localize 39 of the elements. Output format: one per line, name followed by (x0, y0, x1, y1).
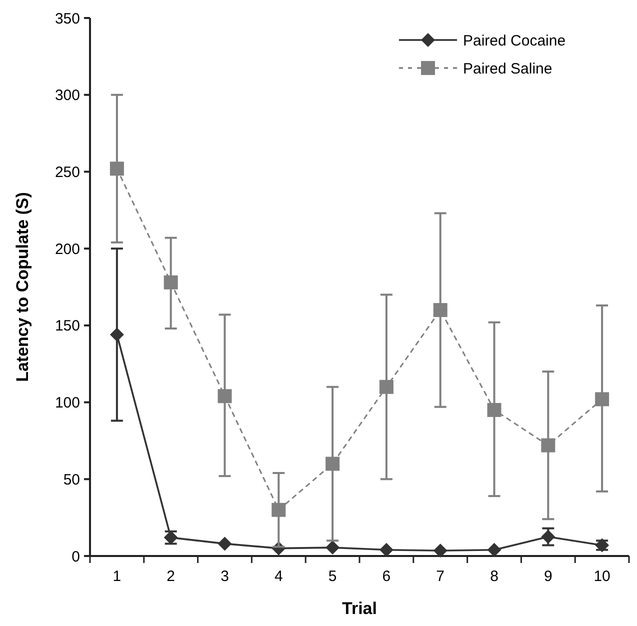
point (272, 502, 286, 517)
x-tick-label: 9 (544, 568, 552, 585)
y-axis-title: Latency to Copulate (S) (13, 192, 32, 382)
x-axis-title: Trial (342, 599, 377, 618)
point (218, 536, 232, 551)
x-tick-label: 1 (112, 568, 122, 585)
point (110, 328, 124, 342)
y-tick-label: 250 (54, 164, 80, 181)
point (326, 540, 340, 555)
x-tick-label: 6 (382, 568, 391, 585)
x-tick-label: 8 (490, 568, 498, 585)
x-tick-label: 5 (328, 568, 337, 585)
legend-label: Paired Saline (463, 60, 552, 78)
x-tick-label: 7 (436, 568, 445, 585)
y-tick-label: 0 (72, 548, 80, 566)
y-tick-label: 300 (54, 87, 80, 104)
y-tick-label: 150 (54, 318, 80, 335)
point (487, 542, 502, 557)
y-tick-label: 100 (54, 394, 80, 412)
legend-label: Paired Cocaine (463, 32, 566, 50)
x-tick-label: 3 (220, 568, 229, 585)
point (487, 402, 502, 417)
point (595, 392, 610, 406)
point (379, 542, 394, 557)
point (110, 162, 124, 176)
x-tick-label: 2 (166, 568, 176, 585)
y-tick-label: 200 (54, 240, 80, 258)
x-tick-label: 4 (274, 568, 283, 585)
y-tick-label: 350 (54, 10, 80, 28)
y-tick-label: 50 (63, 471, 80, 488)
point (541, 438, 556, 452)
point (379, 380, 394, 394)
point (541, 530, 556, 544)
point (326, 456, 340, 471)
point (433, 303, 448, 318)
point (433, 544, 448, 558)
point (218, 389, 232, 404)
point (164, 275, 178, 290)
x-tick-label: 10 (594, 568, 610, 585)
